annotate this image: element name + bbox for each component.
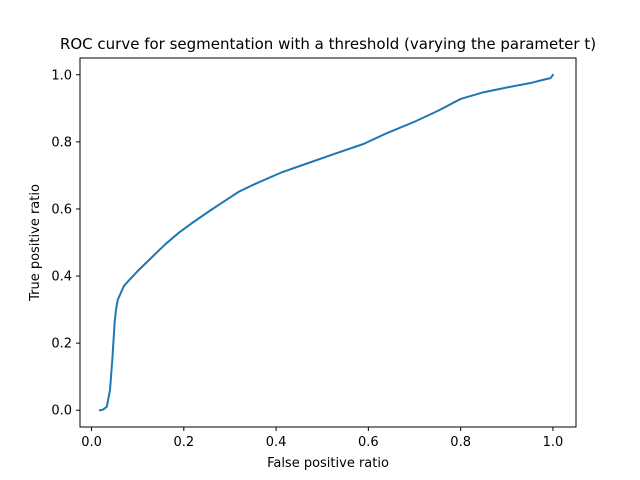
y-tick-label: 0.6	[51, 202, 72, 217]
x-tick-label: 0.8	[450, 435, 471, 450]
x-tick-label: 0.0	[81, 435, 102, 450]
chart-title: ROC curve for segmentation with a thresh…	[60, 35, 596, 53]
y-axis-ticks: 0.0 0.2 0.4 0.6 0.8 1.0	[51, 68, 80, 419]
x-tick-label: 0.6	[358, 435, 379, 450]
x-axis-label: False positive ratio	[267, 456, 389, 471]
y-tick-label: 0.4	[51, 270, 72, 285]
y-tick-label: 0.8	[51, 135, 72, 150]
y-tick-label: 0.0	[51, 404, 72, 419]
x-axis-ticks: 0.0 0.2 0.4 0.6 0.8 1.0	[81, 427, 563, 450]
x-tick-label: 0.2	[173, 435, 194, 450]
plot-area	[98, 73, 554, 412]
x-tick-label: 0.4	[266, 435, 287, 450]
x-tick-label: 1.0	[543, 435, 564, 450]
y-tick-label: 0.2	[51, 337, 72, 352]
axes-frame	[79, 57, 577, 428]
roc-curve-line	[98, 73, 554, 412]
y-axis-label: True positive ratio	[28, 184, 43, 302]
y-tick-label: 1.0	[51, 68, 72, 83]
